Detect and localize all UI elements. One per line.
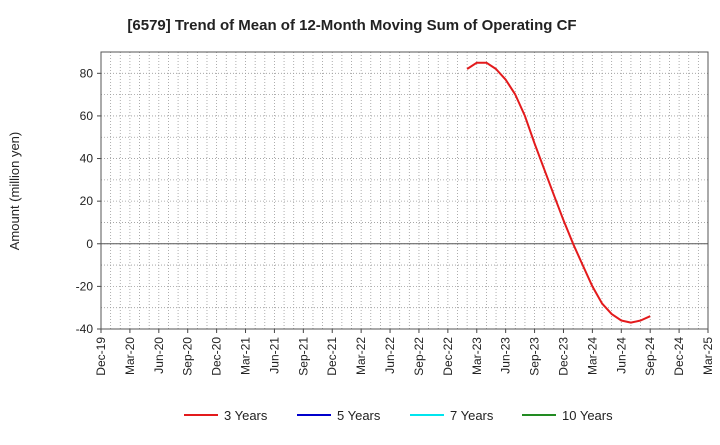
x-tick-label: Dec-21 (325, 337, 339, 376)
y-tick-label: 60 (80, 109, 94, 123)
x-tick-label: Sep-21 (296, 337, 310, 376)
legend-label-3-years: 3 Years (224, 408, 268, 423)
x-tick-label: Mar-23 (470, 337, 484, 375)
x-tick-label: Jun-21 (267, 337, 281, 374)
y-tick-label: -20 (76, 279, 94, 293)
x-tick-label: Dec-19 (94, 337, 108, 376)
x-tick-label: Mar-21 (239, 337, 253, 375)
x-tick-label: Dec-23 (556, 337, 570, 376)
chart-title: [6579] Trend of Mean of 12-Month Moving … (127, 17, 576, 34)
y-axis-label: Amount (million yen) (7, 132, 22, 251)
plot-area: -40 -20 0 20 40 60 80 Dec-19 Mar-20 Jun-20 Sep-20 D… (76, 51, 715, 376)
series-line-3-years (466, 61, 651, 324)
x-tick-label: Jun-24 (614, 337, 628, 374)
x-tick-label: Mar-25 (701, 337, 715, 375)
x-tick-label: Jun-20 (152, 337, 166, 374)
y-tick-label: 40 (80, 152, 94, 166)
x-tick-label: Mar-20 (123, 337, 137, 375)
legend: 3 Years 5 Years 7 Years 10 Years (184, 408, 613, 423)
y-tick-label: 20 (80, 194, 94, 208)
y-tick-label: -40 (76, 322, 94, 336)
x-tick-label: Dec-22 (441, 337, 455, 376)
legend-label-7-years: 7 Years (450, 408, 494, 423)
x-tick-label: Sep-20 (181, 337, 195, 376)
x-tick-label: Mar-24 (585, 337, 599, 375)
x-tick-label: Dec-20 (210, 337, 224, 376)
x-tick-label: Jun-23 (499, 337, 513, 374)
plot-frame (100, 51, 709, 330)
x-tick-label: Mar-22 (354, 337, 368, 375)
legend-label-5-years: 5 Years (337, 408, 381, 423)
y-tick-label: 0 (86, 237, 93, 251)
x-tick-label: Dec-24 (672, 337, 686, 376)
x-tick-label: Sep-22 (412, 337, 426, 376)
x-tick-label: Jun-22 (383, 337, 397, 374)
x-tick-label: Sep-23 (528, 337, 542, 376)
y-tick-label: 80 (80, 66, 94, 80)
legend-label-10-years: 10 Years (562, 408, 613, 423)
x-tick-label: Sep-24 (643, 337, 657, 376)
